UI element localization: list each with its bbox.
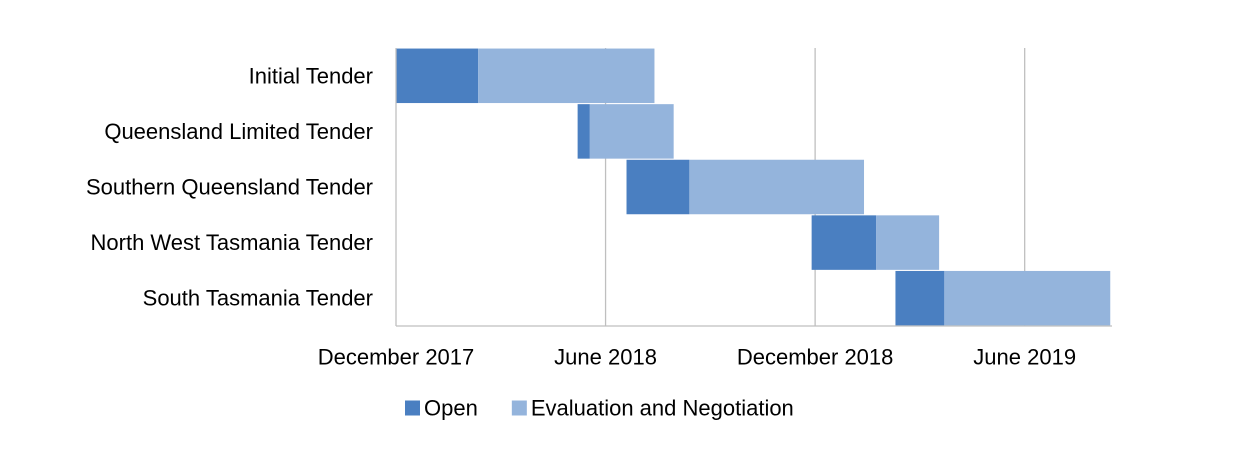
category-label: Queensland Limited Tender — [104, 119, 373, 144]
bar-open-0 — [396, 48, 479, 104]
bar-open-3 — [811, 215, 877, 270]
category-label: Initial Tender — [249, 63, 373, 88]
bars — [396, 48, 1111, 326]
category-label: South Tasmania Tender — [143, 286, 373, 311]
bar-evaluation-2 — [689, 159, 865, 215]
legend-swatch-open — [405, 400, 420, 416]
category-labels: Initial Tender Queensland Limited Tender S… — [86, 63, 373, 310]
category-label: North West Tasmania Tender — [91, 230, 373, 255]
legend-label: Evaluation and Negotiation — [531, 396, 794, 421]
bar-evaluation-3 — [876, 215, 940, 270]
legend-label: Open — [424, 396, 478, 421]
axes — [395, 48, 1112, 327]
bar-open-1 — [577, 104, 590, 159]
bar-evaluation-0 — [478, 48, 655, 104]
tick-labels: December 2017 June 2018 December 2018 June … — [318, 345, 1076, 370]
legend-swatch-evaluation — [511, 400, 527, 416]
bar-open-4 — [895, 270, 945, 326]
bar-evaluation-4 — [944, 270, 1111, 326]
tick-label: June 2019 — [973, 345, 1076, 370]
tick-label: December 2018 — [737, 345, 894, 370]
bar-evaluation-1 — [589, 104, 674, 159]
category-label: Southern Queensland Tender — [86, 175, 373, 200]
bar-open-2 — [626, 159, 690, 215]
legend: Open Evaluation and Negotiation — [405, 396, 794, 421]
tick-label: June 2018 — [554, 345, 657, 370]
tick-label: December 2017 — [318, 345, 475, 370]
